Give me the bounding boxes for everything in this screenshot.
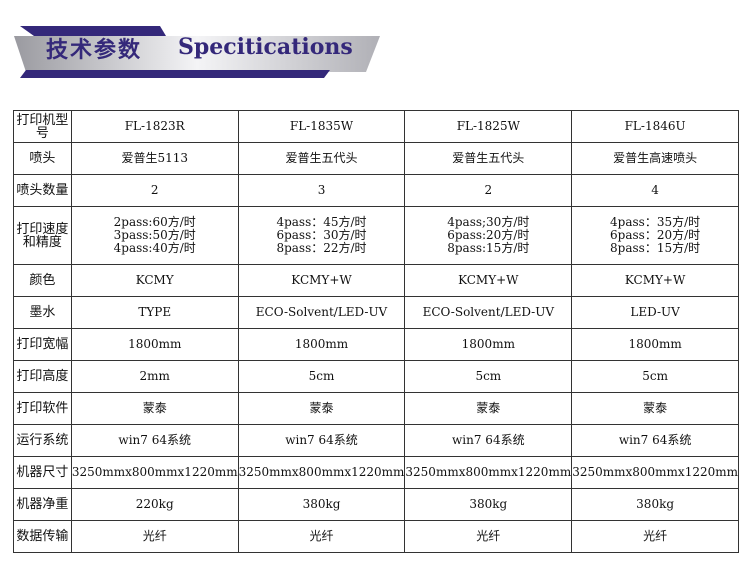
table-row: 打印高度 2mm 5cm 5cm 5cm bbox=[13, 360, 739, 393]
table-cell: 380kg bbox=[571, 488, 739, 521]
row-label: 打印软件 bbox=[13, 392, 72, 425]
table-cell: 5cm bbox=[237, 360, 406, 393]
table-cell: 蒙泰 bbox=[237, 392, 406, 425]
table-cell: 4pass;30方/时 6pass:20方/时 8pass:15方/时 bbox=[404, 206, 573, 265]
spec-table: 打印机型号 FL-1823R FL-1835W FL-1825W FL-1846U 喷头爱… bbox=[13, 110, 739, 553]
cell-line: 6pass：20方/时 bbox=[610, 228, 701, 242]
cell-line: 6pass：30方/时 bbox=[276, 228, 367, 242]
table-cell: 1800mm bbox=[237, 328, 406, 361]
row-label: 打印速度和精度 bbox=[13, 206, 72, 265]
table-cell: 1800mm bbox=[571, 328, 739, 361]
table-cell: 3250mmx800mmx1220mm bbox=[404, 456, 573, 489]
table-cell: 3250mmx800mmx1220mm bbox=[571, 456, 739, 489]
table-cell: 5cm bbox=[571, 360, 739, 393]
cell-line: 4pass：35方/时 bbox=[610, 215, 701, 229]
table-cell: 蒙泰 bbox=[404, 392, 573, 425]
table-row: 机器净重 220kg 380kg 380kg 380kg bbox=[13, 488, 739, 521]
cell-line: 8pass：22方/时 bbox=[276, 241, 367, 255]
cell-line: 8pass:15方/时 bbox=[447, 241, 530, 255]
table-cell: 3250mmx800mmx1220mm bbox=[237, 456, 406, 489]
table-cell: LED-UV bbox=[571, 296, 739, 329]
table-cell: 光纤 bbox=[404, 520, 573, 553]
table-row: 运行系统 win7 64系统 win7 64系统 win7 64系统 win7 64系统 bbox=[13, 424, 739, 457]
table-cell: 爱普生高速喷头 bbox=[571, 142, 739, 175]
table-row: 机器尺寸 3250mmx800mmx1220mm 3250mmx800mmx1220… bbox=[13, 456, 739, 489]
table-cell: KCMY+W bbox=[571, 264, 739, 297]
cell-line: 4pass;30方/时 bbox=[447, 215, 530, 229]
table-cell: 3250mmx800mmx1220mm bbox=[70, 456, 239, 489]
table-row: 数据传输 光纤 光纤 光纤 光纤 bbox=[13, 520, 739, 553]
table-cell: ECO-Solvent/LED-UV bbox=[237, 296, 406, 329]
table-cell: 5cm bbox=[404, 360, 573, 393]
row-label: 喷头数量 bbox=[13, 174, 72, 207]
table-cell: 蒙泰 bbox=[70, 392, 239, 425]
table-cell: 2 bbox=[404, 174, 573, 207]
table-cell: 1800mm bbox=[70, 328, 239, 361]
banner-graphic bbox=[14, 26, 380, 78]
cell-line: 6pass:20方/时 bbox=[447, 228, 530, 242]
banner-title-cn: 技术参数 bbox=[46, 38, 143, 63]
banner-title-en: Specitications bbox=[178, 34, 353, 60]
row-label: 喷头 bbox=[13, 142, 72, 175]
table-cell: win7 64系统 bbox=[70, 424, 239, 457]
table-cell: 爱普生5113 bbox=[70, 142, 239, 175]
row-label: 机器尺寸 bbox=[13, 456, 72, 489]
table-cell: 2 bbox=[70, 174, 239, 207]
section-banner: 技术参数 Specitications bbox=[14, 24, 384, 80]
row-label: 打印宽幅 bbox=[13, 328, 72, 361]
table-cell: 爱普生五代头 bbox=[404, 142, 573, 175]
table-cell: win7 64系统 bbox=[571, 424, 739, 457]
cell-line: 4pass：45方/时 bbox=[276, 215, 367, 229]
table-cell: FL-1823R bbox=[70, 110, 239, 143]
row-label: 运行系统 bbox=[13, 424, 72, 457]
table-cell: 380kg bbox=[404, 488, 573, 521]
table-cell: KCMY+W bbox=[404, 264, 573, 297]
table-cell: 4 bbox=[571, 174, 739, 207]
table-cell: win7 64系统 bbox=[237, 424, 406, 457]
table-cell: FL-1846U bbox=[571, 110, 739, 143]
row-label: 数据传输 bbox=[13, 520, 72, 553]
table-cell: 光纤 bbox=[237, 520, 406, 553]
table-row: 喷头 爱普生5113 爱普生五代头 爱普生五代头 爱普生高速喷头 bbox=[13, 142, 739, 175]
table-row: 打印软件 蒙泰 蒙泰 蒙泰 蒙泰 bbox=[13, 392, 739, 425]
table-cell: 爱普生五代头 bbox=[237, 142, 406, 175]
table-cell: 2pass:60方/时 3pass:50方/时 4pass:40方/时 bbox=[70, 206, 239, 265]
cell-line: 8pass：15方/时 bbox=[610, 241, 701, 255]
cell-line: 4pass:40方/时 bbox=[113, 241, 196, 255]
table-cell: 4pass：45方/时 6pass：30方/时 8pass：22方/时 bbox=[237, 206, 406, 265]
table-cell: 220kg bbox=[70, 488, 239, 521]
table-row: 打印速度和精度 2pass:60方/时 3pass:50方/时 4pass:40方/时… bbox=[13, 206, 739, 265]
table-row: 颜色 KCMY KCMY+W KCMY+W KCMY+W bbox=[13, 264, 739, 297]
table-cell: 1800mm bbox=[404, 328, 573, 361]
table-cell: win7 64系统 bbox=[404, 424, 573, 457]
table-cell: KCMY bbox=[70, 264, 239, 297]
table-cell: FL-1835W bbox=[237, 110, 406, 143]
table-cell: 蒙泰 bbox=[571, 392, 739, 425]
cell-line: 3pass:50方/时 bbox=[113, 228, 196, 242]
table-row: 喷头数量 2 3 2 4 bbox=[13, 174, 739, 207]
row-label: 打印机型号 bbox=[13, 110, 72, 143]
table-cell: 380kg bbox=[237, 488, 406, 521]
table-cell: 4pass：35方/时 6pass：20方/时 8pass：15方/时 bbox=[571, 206, 739, 265]
table-cell: KCMY+W bbox=[237, 264, 406, 297]
table-row: 墨水 TYPE ECO-Solvent/LED-UV ECO-Solvent/LED-… bbox=[13, 296, 739, 329]
row-label: 墨水 bbox=[13, 296, 72, 329]
table-cell: 3 bbox=[237, 174, 406, 207]
table-cell: 光纤 bbox=[571, 520, 739, 553]
row-label: 机器净重 bbox=[13, 488, 72, 521]
table-cell: TYPE bbox=[70, 296, 239, 329]
table-cell: 光纤 bbox=[70, 520, 239, 553]
table-cell: 2mm bbox=[70, 360, 239, 393]
table-row: 打印机型号 FL-1823R FL-1835W FL-1825W FL-1846U bbox=[13, 110, 739, 143]
row-label: 打印高度 bbox=[13, 360, 72, 393]
table-cell: ECO-Solvent/LED-UV bbox=[404, 296, 573, 329]
table-cell: FL-1825W bbox=[404, 110, 573, 143]
cell-line: 2pass:60方/时 bbox=[113, 215, 196, 229]
row-label: 颜色 bbox=[13, 264, 72, 297]
table-row: 打印宽幅 1800mm 1800mm 1800mm 1800mm bbox=[13, 328, 739, 361]
